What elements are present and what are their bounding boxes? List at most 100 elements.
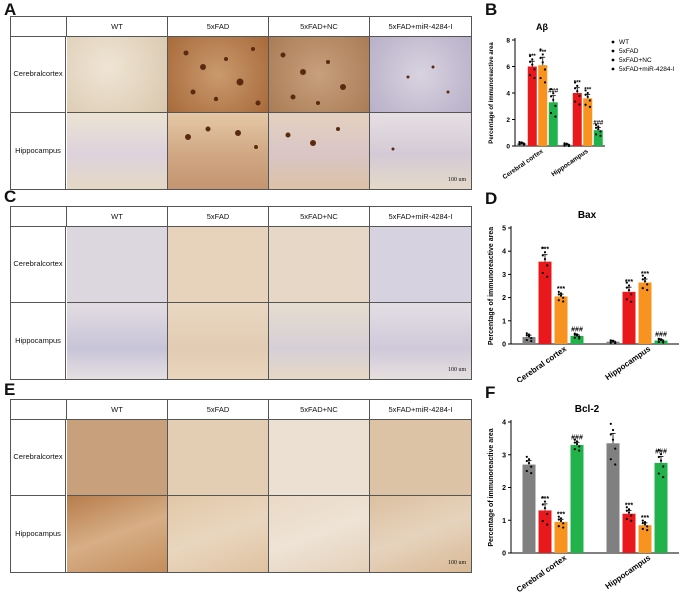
significance-label: *** <box>541 247 549 254</box>
legend-marker <box>611 40 615 44</box>
data-point <box>557 290 560 293</box>
data-point <box>662 339 665 343</box>
data-point <box>625 298 628 301</box>
data-point <box>562 526 565 529</box>
data-point <box>625 281 628 284</box>
data-point <box>614 463 617 466</box>
significance-label: *** <box>557 286 565 293</box>
data-point <box>609 458 612 461</box>
data-point <box>546 264 549 267</box>
data-point <box>525 338 528 342</box>
bar <box>654 340 668 344</box>
data-point <box>563 142 566 146</box>
y-axis-label: Percentage of immunoreactive area <box>489 42 495 144</box>
micrograph-tile <box>67 227 168 303</box>
row-label-cortex: Cerebral cortex <box>11 420 66 496</box>
micrograph-tile <box>269 227 370 303</box>
bar <box>606 341 620 344</box>
significance-label: ### <box>655 448 667 455</box>
y-tick-label: 6 <box>506 64 510 71</box>
category-label: Cerebral cortex <box>515 553 569 593</box>
data-point <box>627 508 631 511</box>
row-label-cortex: Cerebral cortex <box>11 227 66 303</box>
data-point <box>599 130 602 133</box>
data-point <box>533 76 536 80</box>
column-header-mir-inhibitor: 5xFAD+miR-4284-I <box>370 400 471 420</box>
panel-letter-f: F <box>485 383 496 402</box>
data-point <box>518 143 521 146</box>
data-point <box>541 53 544 56</box>
data-point <box>543 500 547 503</box>
data-point <box>541 254 544 257</box>
legend-entry: 5xFAD+miR-4284-I <box>619 66 675 73</box>
data-point <box>562 300 565 303</box>
data-point <box>525 469 528 473</box>
significance-label: ### <box>571 434 583 441</box>
y-tick-label: 4 <box>506 91 510 98</box>
y-tick-label: 4 <box>502 420 506 427</box>
data-point <box>546 512 549 516</box>
bar <box>570 335 584 344</box>
data-point <box>527 458 531 461</box>
data-point <box>578 449 581 452</box>
data-point <box>573 336 576 339</box>
chart-title: Aβ <box>536 22 548 32</box>
data-point <box>541 519 544 523</box>
column-header-5xfad-nc: 5xFAD+NC <box>269 17 370 37</box>
data-point <box>573 333 576 336</box>
chart-title: Bcl-2 <box>575 404 600 415</box>
data-point <box>614 447 617 450</box>
panel-letter-d: D <box>485 189 498 208</box>
data-point <box>562 522 565 525</box>
data-point <box>541 503 544 506</box>
data-point <box>646 525 649 528</box>
legend-marker <box>611 49 615 53</box>
bar <box>554 296 568 344</box>
legend-entry: 5xFAD+NC <box>619 57 652 64</box>
significance-label: *** <box>529 54 537 60</box>
data-point <box>597 125 600 128</box>
data-point <box>531 63 534 66</box>
data-point <box>573 81 577 84</box>
column-header-5xfad-nc: 5xFAD+NC <box>269 400 370 420</box>
data-point <box>559 519 563 523</box>
data-point <box>522 143 526 146</box>
data-point <box>578 335 581 338</box>
data-point <box>575 440 579 443</box>
data-point <box>552 98 555 101</box>
data-point <box>539 56 542 60</box>
data-point <box>584 89 587 92</box>
micrograph-tile <box>269 113 370 189</box>
data-point <box>643 523 647 526</box>
bar <box>522 337 536 344</box>
data-point <box>625 509 628 512</box>
column-header-5xfad: 5xFAD <box>168 400 269 420</box>
micrograph-tile <box>168 113 269 189</box>
y-tick-label: 8 <box>506 38 510 45</box>
data-point <box>586 91 589 95</box>
bar <box>538 510 552 553</box>
data-point <box>525 332 528 335</box>
data-point <box>525 459 528 463</box>
bar <box>570 444 584 553</box>
data-point <box>630 300 633 303</box>
data-point <box>531 58 534 61</box>
data-point <box>657 472 660 475</box>
bar <box>538 65 548 146</box>
data-point <box>573 438 576 441</box>
column-header-5xfad-nc: 5xFAD+NC <box>269 207 370 227</box>
data-point <box>557 525 560 528</box>
y-tick-label: 0 <box>502 551 506 558</box>
micrograph-grid-e: WT 5xFAD 5xFAD+NC 5xFAD+miR-4284-I Cereb… <box>10 399 472 573</box>
plaque-spots <box>183 47 450 151</box>
data-point <box>578 445 581 448</box>
micrograph-tile <box>67 113 168 189</box>
data-point <box>528 54 532 58</box>
data-point <box>543 81 547 84</box>
data-point <box>525 334 528 337</box>
bar <box>638 282 652 344</box>
data-point <box>611 428 615 432</box>
y-axis-label: Percentage of immunoreactive area <box>488 428 495 546</box>
data-point <box>541 61 544 64</box>
data-point <box>576 89 579 93</box>
